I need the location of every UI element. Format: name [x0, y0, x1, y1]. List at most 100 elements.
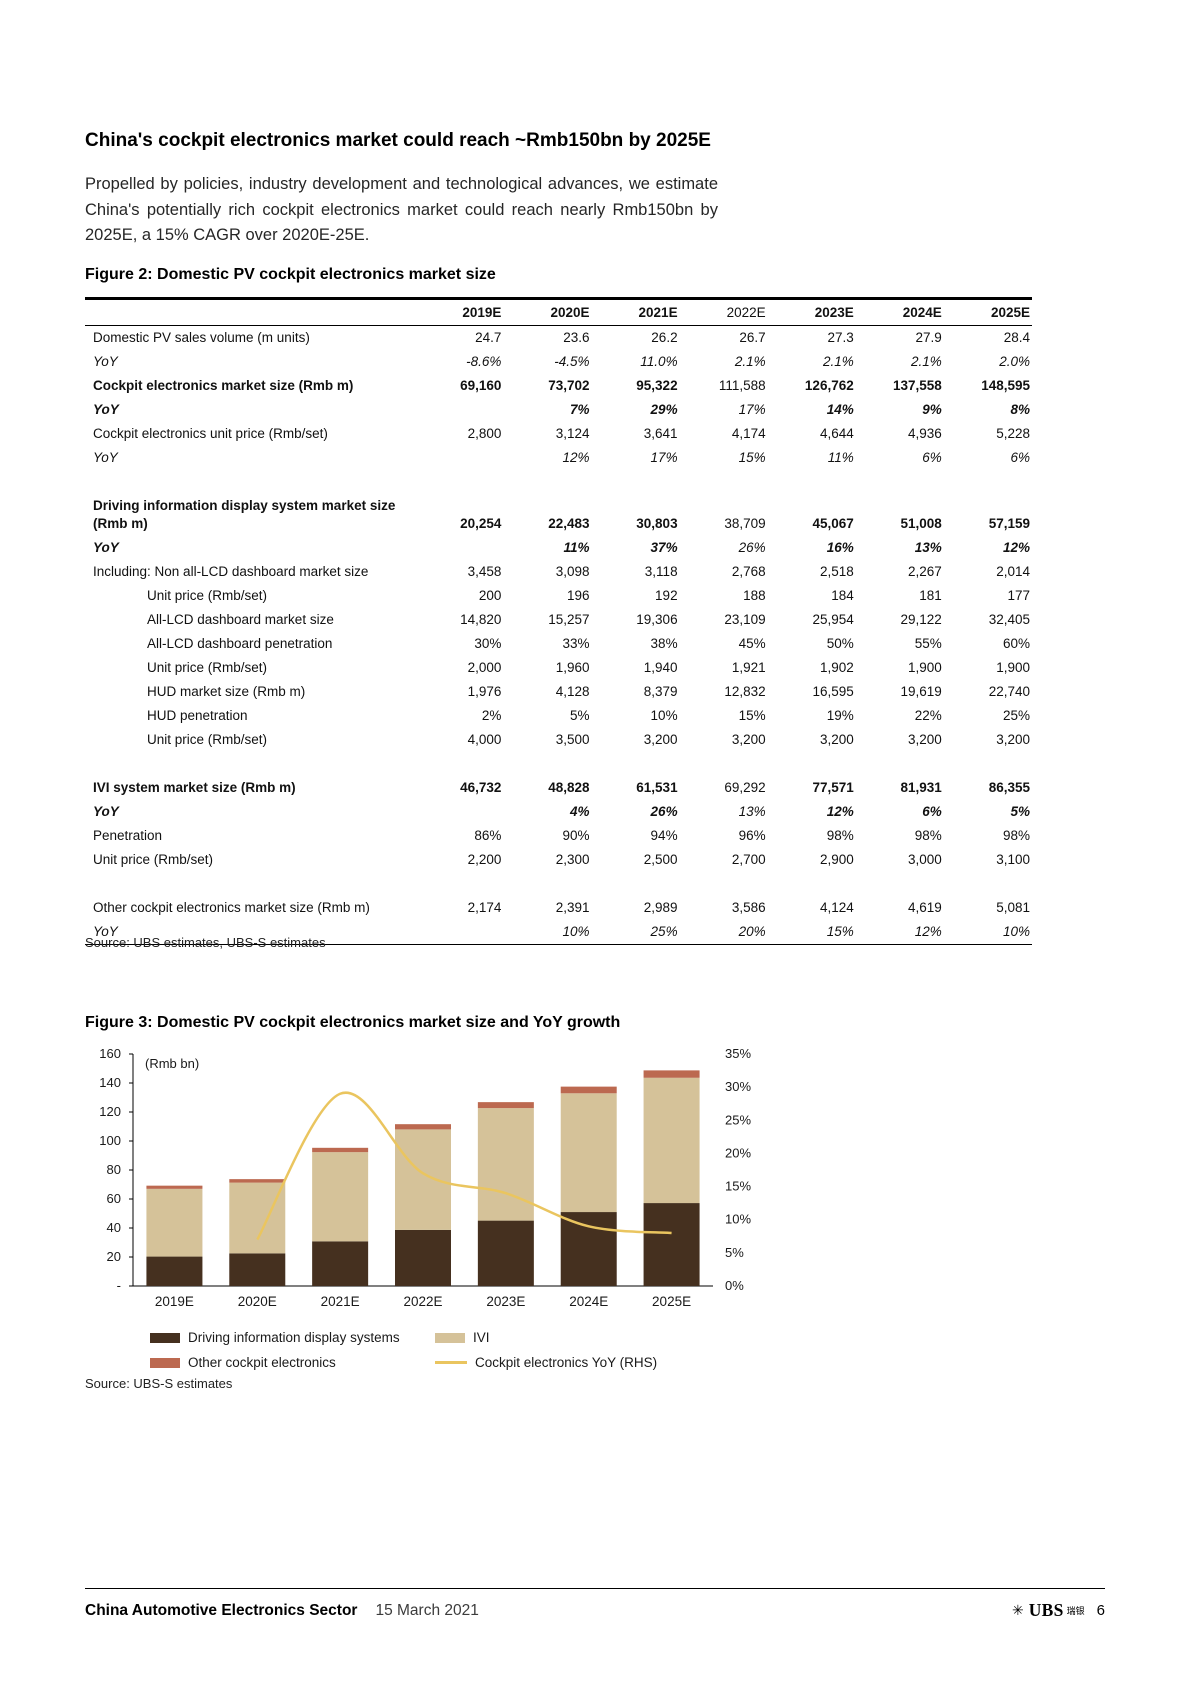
table-cell: 98%: [1002, 828, 1030, 843]
figure2-column-header: 2019E: [415, 298, 504, 326]
yoy-line: [256, 1091, 672, 1241]
table-cell: 45,067: [812, 516, 854, 531]
section-heading: China's cockpit electronics market could…: [85, 130, 711, 151]
figure2-caption: Figure 2: Domestic PV cockpit electronic…: [85, 266, 496, 283]
table-cell: 2.1%: [822, 354, 854, 369]
row-label: Including: Non all-LCD dashboard market …: [93, 564, 369, 579]
table-row: Cockpit electronics unit price (Rmb/set)…: [85, 422, 1032, 446]
page-number: 6: [1096, 1602, 1105, 1619]
table-cell: 2,500: [643, 852, 678, 867]
table-cell: 4,124: [819, 900, 854, 915]
page-footer: China Automotive Electronics Sector 15 M…: [85, 1600, 1105, 1621]
row-label: Domestic PV sales volume (m units): [93, 330, 310, 345]
table-cell: 25%: [1002, 708, 1030, 723]
table-cell: -8.6%: [466, 354, 502, 369]
row-label: All-LCD dashboard market size: [147, 612, 334, 627]
table-cell: 46,732: [460, 780, 502, 795]
table-cell: 8,379: [643, 684, 678, 699]
table-cell: 26.7: [739, 330, 766, 345]
table-cell: 2,300: [555, 852, 590, 867]
table-row: YoY 10% 25% 20% 15% 12% 10%: [85, 920, 1032, 945]
table-cell: 1,960: [555, 660, 590, 675]
table-cell: 37%: [650, 540, 678, 555]
table-cell: 9%: [922, 402, 942, 417]
table-cell: 4,000: [467, 732, 502, 747]
table-cell: 2,700: [731, 852, 766, 867]
table-cell: 10%: [650, 708, 678, 723]
footer-report-title: China Automotive Electronics Sector: [85, 1602, 358, 1619]
table-cell: 86,355: [988, 780, 1030, 795]
figure3-caption: Figure 3: Domestic PV cockpit electronic…: [85, 1014, 621, 1031]
table-cell: 111,588: [718, 378, 766, 393]
table-cell: 14%: [826, 402, 854, 417]
table-cell: 45%: [738, 636, 766, 651]
table-cell: 2,267: [908, 564, 942, 579]
table-cell: [856, 752, 944, 776]
table-cell: 3,200: [996, 732, 1030, 747]
table-cell: [680, 872, 768, 896]
table-cell: [768, 872, 856, 896]
table-cell: 3,200: [643, 732, 678, 747]
table-cell: [856, 872, 944, 896]
table-row: Including: Non all-LCD dashboard market …: [85, 560, 1032, 584]
table-cell: [415, 446, 503, 470]
table-cell: 188: [743, 588, 766, 603]
table-cell: 4%: [569, 804, 590, 819]
svg-text:(Rmb bn): (Rmb bn): [145, 1056, 199, 1071]
row-label: All-LCD dashboard penetration: [147, 636, 333, 651]
figure2-header-row: 2019E 2020E 2021E 2022E 2023E 2024E 2025E: [85, 298, 1032, 326]
table-cell: 98%: [914, 828, 942, 843]
row-label: Penetration: [93, 828, 163, 843]
table-cell: 6%: [1010, 450, 1030, 465]
table-cell: 184: [831, 588, 854, 603]
table-cell: 2,518: [819, 564, 854, 579]
table-row: HUD penetration 2% 5% 10% 15% 19% 22% 25%: [85, 704, 1032, 728]
svg-text:30%: 30%: [725, 1079, 751, 1094]
table-cell: 19%: [826, 708, 854, 723]
legend-label: Driving information display systems: [188, 1330, 400, 1345]
table-cell: 2,391: [555, 900, 590, 915]
table-cell: 28.4: [1003, 330, 1030, 345]
table-cell: 3,000: [908, 852, 942, 867]
table-cell: 4,619: [908, 900, 942, 915]
table-cell: 2,014: [996, 564, 1030, 579]
table-cell: 2,900: [819, 852, 854, 867]
table-cell: 23.6: [563, 330, 590, 345]
row-label: YoY: [93, 354, 118, 369]
table-cell: [415, 920, 503, 945]
row-label: Unit price (Rmb/set): [147, 588, 268, 603]
table-row: YoY 11% 37% 26% 16% 13% 12%: [85, 536, 1032, 560]
bars-group: [146, 1070, 700, 1286]
table-row: Unit price (Rmb/set) 4,000 3,500 3,200 3,200…: [85, 728, 1032, 752]
table-cell: 14,820: [460, 612, 502, 627]
svg-text:80: 80: [107, 1162, 121, 1177]
table-cell: 2,174: [467, 900, 502, 915]
svg-text:10%: 10%: [725, 1212, 751, 1227]
table-cell: [768, 752, 856, 776]
table-cell: [415, 872, 503, 896]
table-row: [85, 470, 1032, 494]
table-cell: 60%: [1002, 636, 1030, 651]
table-row: Driving information display system marke…: [85, 494, 1032, 536]
table-cell: 12%: [826, 804, 854, 819]
table-cell: [944, 872, 1032, 896]
ubs-wordmark: UBS: [1028, 1600, 1064, 1620]
table-cell: 3,200: [731, 732, 766, 747]
table-cell: 11.0%: [640, 354, 678, 369]
table-cell: 50%: [826, 636, 854, 651]
figure2-column-header: 2023E: [767, 298, 856, 326]
figure2-table-body: Domestic PV sales volume (m units) 24.7 23…: [85, 326, 1032, 945]
table-cell: 3,586: [731, 900, 766, 915]
table-cell: 19,619: [900, 684, 942, 699]
table-cell: 61,531: [636, 780, 678, 795]
table-cell: 33%: [562, 636, 590, 651]
table-cell: 3,458: [467, 564, 502, 579]
table-cell: 55%: [914, 636, 942, 651]
table-cell: [856, 470, 944, 494]
table-cell: 2,989: [643, 900, 678, 915]
table-cell: 94%: [650, 828, 678, 843]
table-cell: 2,800: [467, 426, 502, 441]
table-cell: 5%: [1010, 804, 1030, 819]
table-cell: 12%: [1002, 540, 1030, 555]
table-row: [85, 872, 1032, 896]
